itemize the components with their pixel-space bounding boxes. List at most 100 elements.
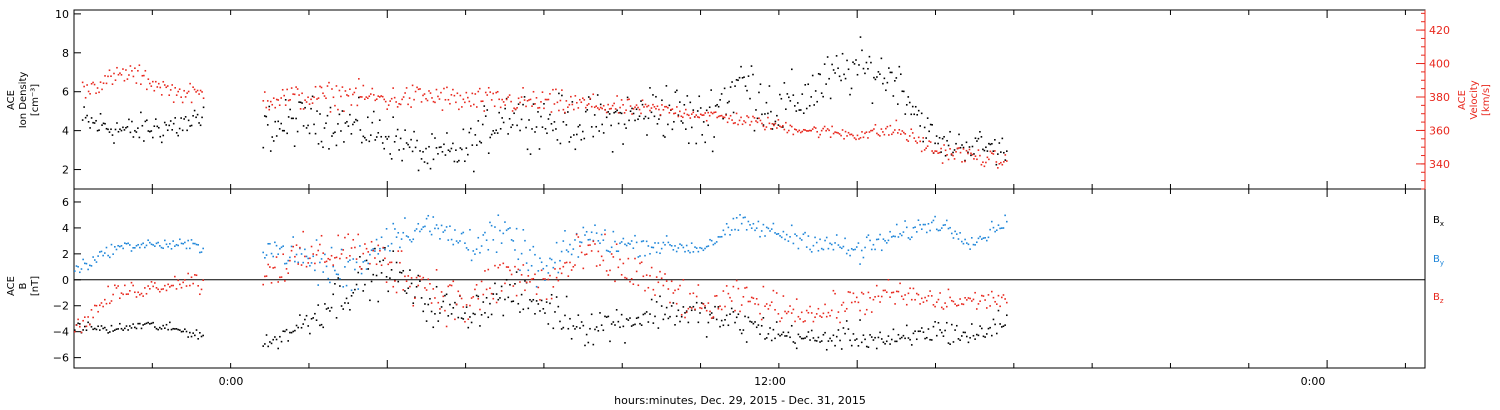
velocity-point (160, 94, 163, 96)
density-point (620, 112, 623, 115)
bz-point (670, 280, 673, 283)
by-point (367, 262, 370, 265)
density-point (661, 99, 663, 102)
by-point (164, 239, 166, 242)
by-point (865, 236, 868, 239)
density-point (486, 109, 489, 111)
density-point (680, 120, 683, 122)
density-point (310, 107, 312, 110)
by-point (637, 256, 640, 258)
velocity-point (964, 160, 966, 163)
bx-point (865, 345, 868, 348)
density-point (107, 128, 109, 131)
bx-point (140, 327, 143, 330)
bx-point (747, 316, 750, 319)
density-point (456, 161, 459, 163)
velocity-point (311, 102, 314, 104)
velocity-point (977, 149, 980, 151)
velocity-point (634, 106, 636, 108)
density-point (153, 125, 156, 127)
bz-point (189, 284, 191, 287)
velocity-point (965, 149, 968, 152)
bx-point (909, 338, 911, 341)
by-point (462, 231, 465, 234)
by-point (732, 217, 735, 220)
density-point (559, 142, 562, 145)
bx-point (787, 331, 790, 334)
bz-point (412, 304, 415, 307)
by-point (447, 239, 450, 241)
by-point (792, 242, 795, 245)
bz-point (957, 304, 960, 307)
velocity-point (499, 106, 502, 109)
bz-point (952, 300, 955, 303)
velocity-point (643, 106, 645, 108)
velocity-point (922, 137, 924, 139)
bz-point (735, 279, 738, 282)
density-point (129, 131, 132, 134)
velocity-point (623, 112, 626, 114)
density-point (955, 142, 957, 145)
bx-point (840, 348, 843, 350)
velocity-point (640, 112, 642, 115)
density-point (810, 96, 813, 98)
velocity-point (795, 129, 798, 131)
velocity-point (941, 162, 944, 164)
by-point (670, 245, 673, 247)
bx-point (500, 285, 503, 288)
bx-point (637, 316, 640, 319)
density-point (798, 109, 801, 111)
bx-point (972, 334, 975, 337)
velocity-point (552, 88, 554, 91)
bx-point (484, 312, 486, 314)
velocity-point (344, 90, 347, 92)
bz-point (867, 291, 870, 294)
velocity-point (310, 98, 312, 101)
bz-point (145, 292, 148, 295)
density-point (553, 121, 556, 123)
bx-point (987, 327, 990, 330)
by-point (440, 224, 443, 227)
bx-point (520, 293, 523, 296)
by-point (545, 265, 548, 267)
velocity-point (764, 128, 766, 131)
velocity-point (520, 96, 523, 98)
bx-point (412, 302, 415, 304)
bx-point (844, 332, 846, 335)
density-point (780, 97, 783, 100)
velocity-point (458, 108, 460, 111)
bz-point (579, 245, 581, 247)
by-point (834, 242, 836, 244)
bx-point (509, 283, 511, 286)
bx-point (99, 329, 101, 331)
velocity-point (929, 141, 932, 143)
bx-point (354, 288, 356, 291)
velocity-point (380, 95, 383, 97)
velocity-point (695, 114, 698, 116)
density-point (855, 59, 857, 61)
by-point (274, 241, 276, 244)
bx-point (114, 329, 116, 331)
velocity-point (832, 132, 835, 135)
density-point (365, 139, 368, 141)
density-point (402, 148, 405, 150)
by-point (830, 243, 833, 246)
velocity-point (105, 82, 108, 85)
by-point (914, 226, 916, 228)
velocity-point (825, 129, 827, 132)
density-point (496, 132, 499, 134)
bz-point (90, 309, 93, 311)
bx-point (849, 339, 851, 342)
density-point (734, 85, 736, 87)
bx-point (349, 308, 351, 311)
velocity-point (786, 131, 789, 134)
bz-point (710, 317, 713, 319)
bz-point (300, 264, 303, 266)
bz-point (769, 304, 771, 307)
by-point (982, 237, 985, 239)
bx-point (667, 317, 670, 320)
density-point (125, 126, 127, 129)
by-point (139, 246, 141, 249)
bx-point (615, 309, 618, 311)
by-point (474, 253, 476, 255)
